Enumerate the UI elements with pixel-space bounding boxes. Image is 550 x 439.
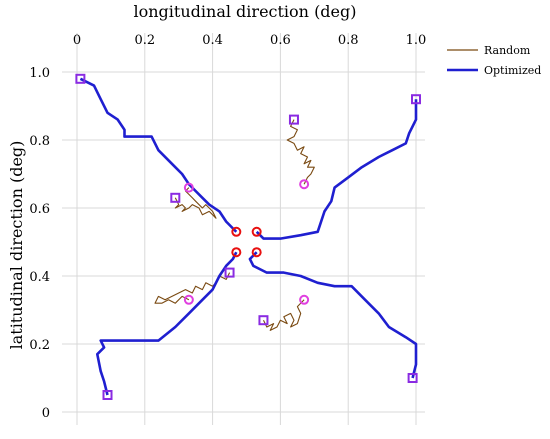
x-tick-label: 0.2 xyxy=(134,33,155,48)
legend: Random Optimized xyxy=(447,44,541,77)
y-tick-labels: 0 0.2 0.4 0.6 0.8 1.0 xyxy=(29,66,50,421)
start-square-marker xyxy=(224,267,235,278)
optimized-path-line xyxy=(79,77,238,233)
start-square-marker xyxy=(407,373,418,383)
x-tick-label: 0 xyxy=(73,33,81,48)
legend-label-random: Random xyxy=(484,44,531,57)
random-path-line xyxy=(286,119,315,185)
y-axis-title: latitudinal direction (deg) xyxy=(7,141,26,350)
random-path-line xyxy=(174,187,217,219)
x-axis-title: longitudinal direction (deg) xyxy=(134,2,357,21)
random-target-marker xyxy=(299,294,310,305)
optimized-target-marker xyxy=(251,247,262,258)
optimized-target-marker xyxy=(251,226,262,237)
start-square-marker xyxy=(258,315,269,326)
start-square-marker xyxy=(170,192,181,203)
optimized-target-marker xyxy=(231,247,242,258)
y-tick-label: 0 xyxy=(42,406,50,421)
y-tick-label: 1.0 xyxy=(29,66,50,81)
start-square-marker xyxy=(75,73,86,84)
optimized-path-line xyxy=(248,251,418,379)
start-square-marker xyxy=(102,390,113,400)
grid-lines xyxy=(62,33,425,425)
y-tick-label: 0.2 xyxy=(29,338,50,353)
legend-label-optimized: Optimized xyxy=(484,64,541,77)
x-tick-label: 1.0 xyxy=(406,33,427,48)
random-path-line xyxy=(263,299,305,331)
random-target-marker xyxy=(183,182,194,193)
y-tick-label: 0.6 xyxy=(29,202,50,217)
random-target-marker xyxy=(299,179,310,190)
x-tick-label: 0.4 xyxy=(202,33,223,48)
x-tick-label: 0.6 xyxy=(270,33,291,48)
random-target-marker xyxy=(183,294,194,305)
y-tick-label: 0.4 xyxy=(29,270,50,285)
optimized-path-line xyxy=(96,251,238,396)
markers xyxy=(75,73,421,400)
series-paths xyxy=(79,77,418,396)
optimized-target-marker xyxy=(231,226,242,237)
start-square-marker xyxy=(411,94,421,105)
x-tick-labels: 0 0.2 0.4 0.6 0.8 1.0 xyxy=(73,33,426,48)
start-square-marker xyxy=(288,114,299,125)
y-tick-label: 0.8 xyxy=(29,134,50,149)
x-tick-label: 0.8 xyxy=(338,33,359,48)
optimized-path-line xyxy=(255,99,418,240)
